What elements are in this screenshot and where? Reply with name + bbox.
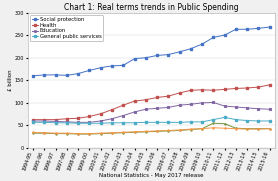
Health xyxy=(88,115,91,117)
Education xyxy=(65,121,69,123)
General public services xyxy=(178,121,181,123)
General public services xyxy=(133,122,136,124)
Education xyxy=(133,111,136,113)
Y-axis label: £ billion: £ billion xyxy=(8,70,13,91)
Health xyxy=(178,92,181,94)
General public services xyxy=(43,121,46,123)
General public services xyxy=(245,119,249,122)
Health xyxy=(257,86,260,88)
General public services xyxy=(88,122,91,124)
General public services xyxy=(54,122,57,124)
Health xyxy=(121,104,125,106)
Education xyxy=(76,121,80,123)
General public services xyxy=(167,121,170,123)
Health xyxy=(223,88,226,90)
Social protection xyxy=(257,27,260,30)
Education xyxy=(110,118,114,120)
Education xyxy=(200,102,204,104)
Social protection xyxy=(110,65,114,67)
Education xyxy=(144,108,147,110)
Social protection xyxy=(189,48,192,50)
Education xyxy=(189,103,192,105)
Health xyxy=(155,96,159,99)
Education xyxy=(155,107,159,109)
Health xyxy=(144,99,147,101)
Social protection xyxy=(76,72,80,75)
Social protection xyxy=(31,75,35,77)
Line: Health: Health xyxy=(32,84,271,121)
Line: Education: Education xyxy=(32,101,271,124)
Social protection xyxy=(88,69,91,71)
Social protection xyxy=(43,74,46,76)
Legend: Social protection, Health, Education, General public services: Social protection, Health, Education, Ge… xyxy=(30,15,103,41)
Education xyxy=(223,105,226,107)
Social protection xyxy=(144,57,147,59)
Line: Social protection: Social protection xyxy=(32,26,271,77)
Social protection xyxy=(212,36,215,39)
Education xyxy=(88,121,91,123)
General public services xyxy=(189,121,192,123)
General public services xyxy=(200,121,204,123)
Social protection xyxy=(121,64,125,66)
Health xyxy=(234,87,237,90)
Social protection xyxy=(99,67,102,69)
General public services xyxy=(223,116,226,118)
Social protection xyxy=(54,74,57,76)
Education xyxy=(31,120,35,122)
Health xyxy=(167,95,170,97)
General public services xyxy=(31,121,35,123)
General public services xyxy=(234,119,237,121)
General public services xyxy=(99,122,102,124)
Education xyxy=(257,108,260,110)
Health xyxy=(31,119,35,121)
Social protection xyxy=(167,53,170,56)
General public services xyxy=(76,122,80,124)
Education xyxy=(121,114,125,117)
Health xyxy=(65,118,69,120)
Health xyxy=(76,117,80,119)
Health xyxy=(189,89,192,91)
Health xyxy=(54,119,57,121)
Health xyxy=(43,119,46,121)
General public services xyxy=(144,121,147,123)
Education xyxy=(268,108,271,110)
Social protection xyxy=(223,34,226,36)
Education xyxy=(234,106,237,108)
General public services xyxy=(212,119,215,121)
Education xyxy=(99,120,102,122)
Social protection xyxy=(133,58,136,60)
Social protection xyxy=(200,43,204,45)
Social protection xyxy=(155,54,159,56)
Health xyxy=(200,89,204,91)
Health xyxy=(133,100,136,102)
Social protection xyxy=(234,28,237,30)
Education xyxy=(43,120,46,122)
Education xyxy=(178,104,181,106)
General public services xyxy=(268,120,271,122)
Education xyxy=(245,107,249,109)
General public services xyxy=(121,122,125,124)
X-axis label: National Statistics - May 2017 release: National Statistics - May 2017 release xyxy=(99,173,204,178)
Health xyxy=(110,109,114,111)
Health xyxy=(212,89,215,91)
Health xyxy=(99,113,102,115)
General public services xyxy=(65,122,69,124)
Health xyxy=(245,87,249,89)
Social protection xyxy=(245,28,249,30)
General public services xyxy=(110,122,114,124)
Line: General public services: General public services xyxy=(32,116,271,125)
Social protection xyxy=(65,74,69,76)
Social protection xyxy=(178,51,181,53)
Health xyxy=(268,84,271,86)
Social protection xyxy=(268,26,271,28)
Education xyxy=(54,120,57,123)
Education xyxy=(167,106,170,109)
Education xyxy=(212,101,215,104)
General public services xyxy=(155,121,159,123)
General public services xyxy=(257,120,260,122)
Title: Chart 1: Real terms trends in Public Spending: Chart 1: Real terms trends in Public Spe… xyxy=(64,3,239,12)
